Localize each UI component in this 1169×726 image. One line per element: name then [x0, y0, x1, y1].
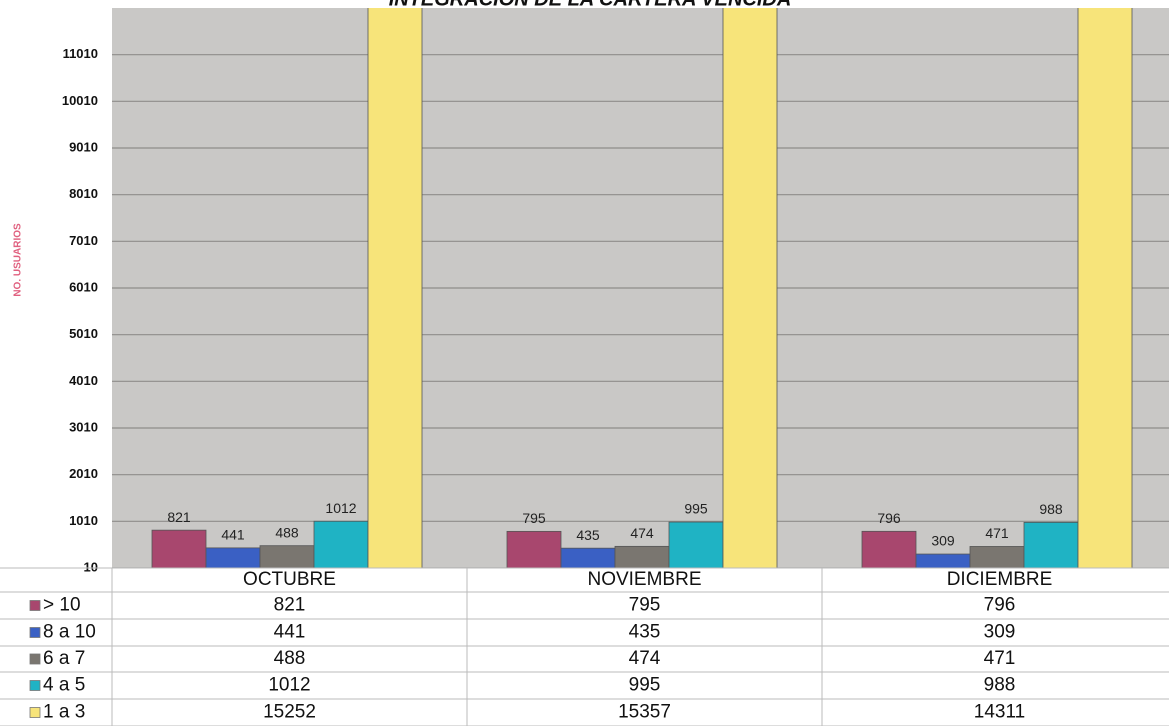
bar	[151, 529, 207, 568]
table-cell: 796	[984, 595, 1016, 616]
table-cell: 15357	[618, 702, 671, 723]
bar	[1077, 8, 1133, 568]
data-label: 1012	[325, 500, 356, 516]
data-label: 796	[877, 510, 901, 526]
table-cell: 995	[629, 675, 661, 696]
legend-label: 8 a 10	[43, 622, 96, 643]
legend-label: > 10	[43, 595, 81, 616]
table-cell: 795	[629, 595, 661, 616]
bar	[861, 530, 917, 568]
y-tick-label: 9010	[69, 139, 98, 154]
legend-label: 1 a 3	[43, 702, 85, 723]
data-label: 471	[985, 525, 1009, 541]
bar	[205, 547, 261, 568]
legend-label: 6 a 7	[43, 648, 85, 669]
data-label: 435	[576, 527, 600, 543]
y-tick-label: 5010	[69, 326, 98, 341]
table-cell: 1012	[268, 675, 310, 696]
bar	[722, 8, 778, 568]
y-tick-label: 6010	[69, 279, 98, 294]
data-label: 441	[221, 527, 245, 543]
bar	[367, 8, 423, 568]
y-tick-label: 10	[84, 559, 98, 574]
table-cell: 821	[274, 595, 306, 616]
bar	[668, 521, 724, 568]
table-cell: 14311	[974, 702, 1025, 723]
bar	[313, 520, 369, 568]
chart-title: INTEGRACION DE LA CARTERA VENCIDA	[389, 0, 792, 10]
data-label: 988	[1039, 501, 1063, 517]
y-tick-label: 2010	[69, 466, 98, 481]
data-label: 995	[684, 501, 708, 517]
table-cell: 474	[629, 648, 661, 669]
data-label: 795	[522, 510, 546, 526]
x-tick-label: NOVIEMBRE	[587, 569, 701, 590]
bar	[969, 546, 1025, 568]
data-label: 821	[167, 509, 191, 525]
bar	[560, 547, 616, 568]
legend-swatch	[29, 600, 41, 611]
y-axis-label: NO. USUARIOS	[13, 223, 24, 297]
legend-swatch	[29, 680, 41, 691]
data-label: 488	[275, 524, 299, 540]
y-tick-label: 4010	[69, 373, 98, 388]
x-tick-label: DICIEMBRE	[947, 569, 1053, 590]
legend-label: 4 a 5	[43, 675, 85, 696]
y-tick-label: 7010	[69, 233, 98, 248]
table-cell: 435	[629, 622, 661, 643]
y-tick-label: 8010	[69, 186, 98, 201]
table-cell: 309	[984, 622, 1016, 643]
x-tick-label: OCTUBRE	[243, 569, 336, 590]
data-label: 474	[630, 525, 654, 541]
bar	[915, 553, 971, 568]
bar	[614, 545, 670, 568]
table-cell: 441	[274, 622, 306, 643]
y-tick-label: 3010	[69, 419, 98, 434]
table-cell: 15252	[263, 702, 316, 723]
legend-swatch	[29, 707, 41, 718]
bar	[506, 530, 562, 568]
bar	[1023, 521, 1079, 568]
legend-swatch	[29, 627, 41, 638]
table-cell: 988	[984, 675, 1016, 696]
plot	[112, 8, 1169, 568]
data-label: 309	[931, 533, 955, 549]
bar	[259, 545, 315, 568]
y-tick-label: 1010	[69, 513, 98, 528]
legend-swatch	[29, 653, 41, 665]
table-cell: 471	[984, 648, 1016, 669]
y-tick-label: 11010	[63, 46, 98, 61]
table-cell: 488	[274, 648, 306, 669]
y-tick-label: 10010	[62, 93, 98, 108]
